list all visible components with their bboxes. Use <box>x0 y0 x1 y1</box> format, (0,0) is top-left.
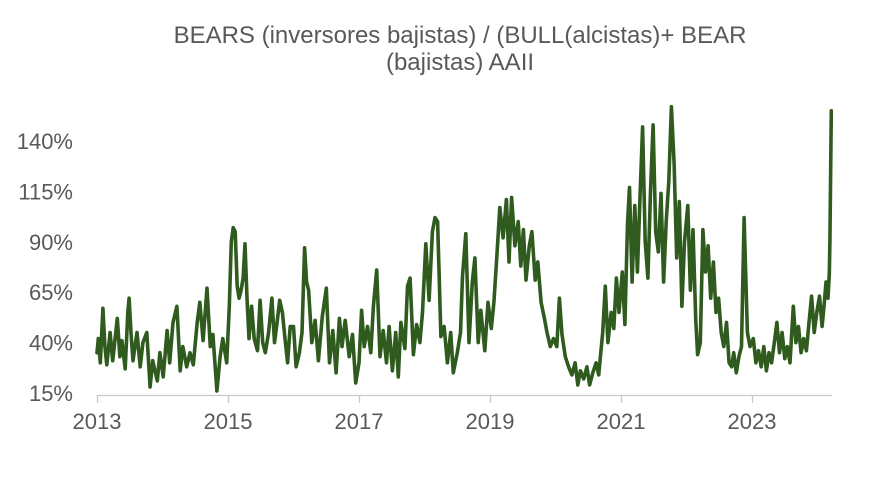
x-axis-label: 2023 <box>728 409 777 434</box>
chart-title: BEARS (inversores bajistas) / (BULL(alci… <box>40 22 875 76</box>
x-axis-label: 2017 <box>335 409 384 434</box>
y-axis-label: 40% <box>29 331 73 356</box>
y-axis-label: 90% <box>29 230 73 255</box>
x-axis-label: 2021 <box>597 409 646 434</box>
y-axis-label: 140% <box>17 129 73 154</box>
series-line <box>95 104 834 393</box>
x-axis-label: 2015 <box>204 409 253 434</box>
y-axis-label: 15% <box>29 381 73 406</box>
y-axis-label: 115% <box>18 179 73 204</box>
x-axis-label: 2019 <box>466 409 515 434</box>
chart-title-line1: BEARS (inversores bajistas) / (BULL(alci… <box>173 22 747 49</box>
x-axis-label: 2013 <box>73 409 122 434</box>
chart-title-line2: (bajistas) AAII <box>385 49 535 76</box>
y-axis-label: 65% <box>29 280 73 305</box>
